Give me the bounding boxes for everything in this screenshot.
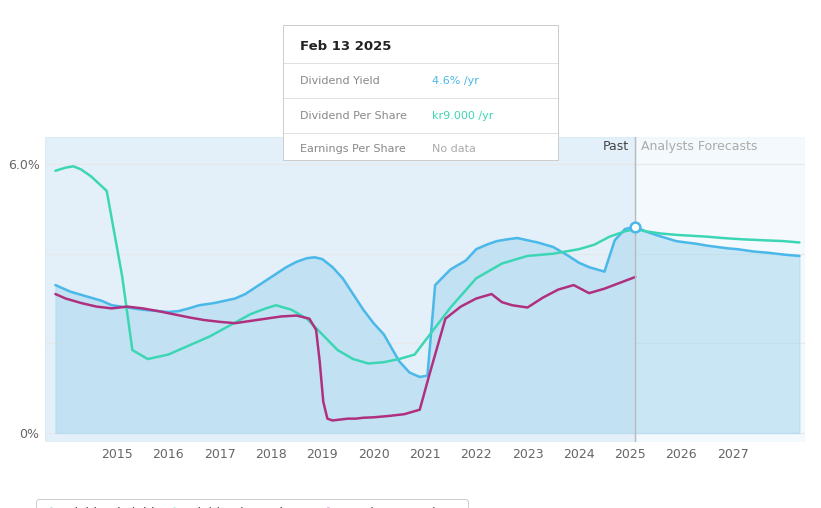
Text: 4.6% /yr: 4.6% /yr xyxy=(432,76,479,85)
Text: No data: No data xyxy=(432,144,475,154)
Bar xyxy=(45,137,635,442)
Legend: Dividend Yield, Dividend Per Share, Earnings Per Share: Dividend Yield, Dividend Per Share, Earn… xyxy=(36,499,468,508)
Text: kr9.000 /yr: kr9.000 /yr xyxy=(432,111,493,120)
Text: Earnings Per Share: Earnings Per Share xyxy=(300,144,406,154)
Text: Past: Past xyxy=(603,140,629,153)
Text: Feb 13 2025: Feb 13 2025 xyxy=(300,41,391,53)
Text: Dividend Per Share: Dividend Per Share xyxy=(300,111,406,120)
Text: Dividend Yield: Dividend Yield xyxy=(300,76,379,85)
Bar xyxy=(635,137,805,442)
Text: Analysts Forecasts: Analysts Forecasts xyxy=(641,140,758,153)
